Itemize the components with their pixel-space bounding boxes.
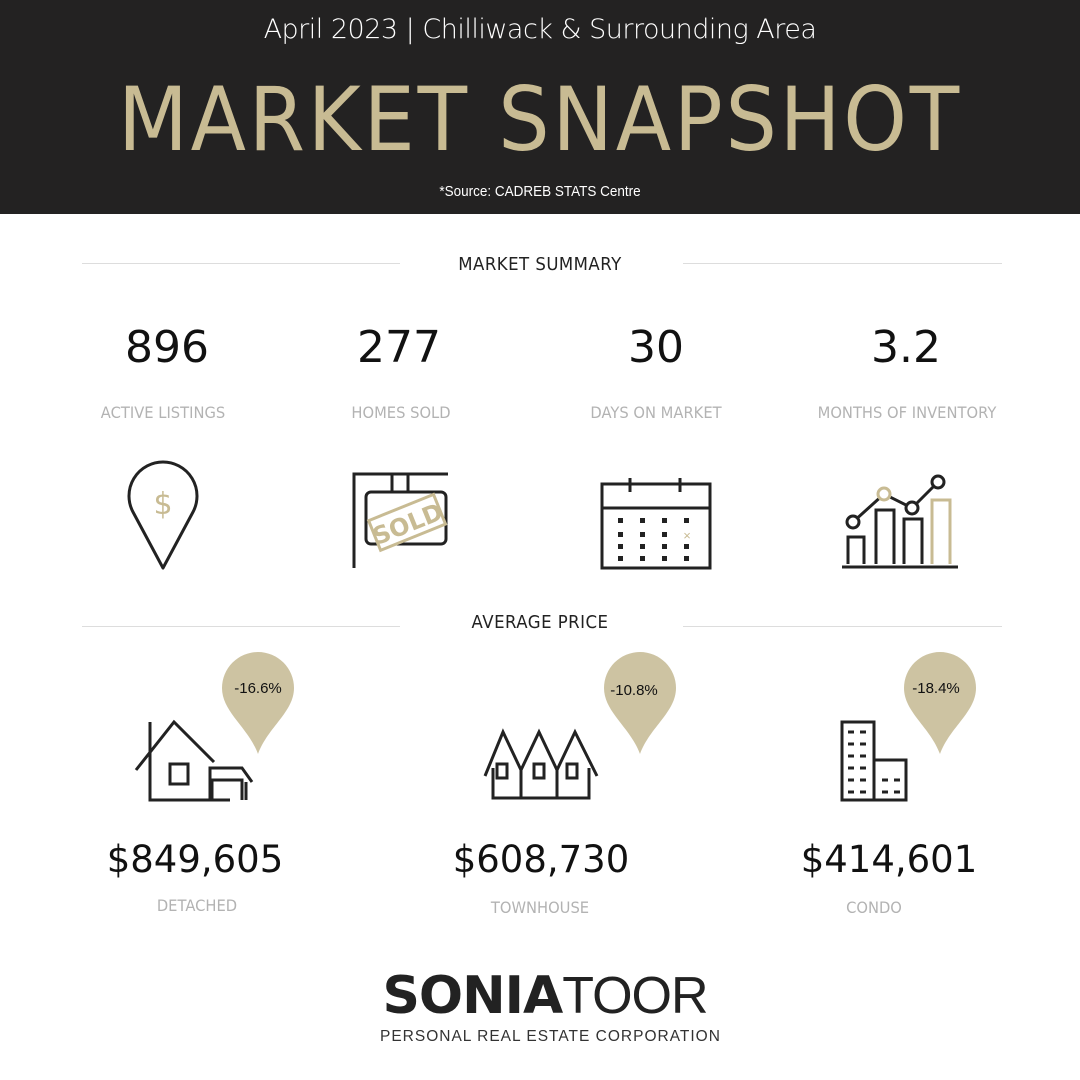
label-townhouse: TOWNHOUSE bbox=[490, 898, 590, 917]
bar-chart-icon bbox=[842, 474, 958, 569]
calendar-icon: × bbox=[600, 478, 712, 570]
price-change-detached: -16.6% bbox=[234, 680, 282, 697]
logo: SONIATOOR PERSONAL REAL ESTATE CORPORATI… bbox=[380, 966, 721, 1046]
divider bbox=[683, 626, 1002, 627]
stat-value-days-on-market: 30 bbox=[628, 322, 684, 373]
logo-tagline: PERSONAL REAL ESTATE CORPORATION bbox=[380, 1028, 721, 1045]
logo-name-bold: SONIA bbox=[382, 966, 563, 1026]
stat-label-days-on-market: DAYS ON MARKET bbox=[590, 403, 722, 422]
stat-value-active-listings: 896 bbox=[125, 322, 209, 373]
price-detached: $849,605 bbox=[106, 838, 284, 881]
house-icon bbox=[134, 719, 254, 802]
label-condo: CONDO bbox=[846, 898, 902, 917]
location-dollar-icon: $ bbox=[127, 460, 199, 570]
header-banner bbox=[0, 0, 1080, 214]
page-title: MARKET SNAPSHOT bbox=[118, 68, 962, 171]
price-change-pin-icon bbox=[904, 652, 976, 754]
svg-text:$: $ bbox=[153, 487, 172, 522]
divider bbox=[82, 263, 400, 264]
stat-label-homes-sold: HOMES SOLD bbox=[351, 403, 451, 422]
condo-building-icon bbox=[840, 720, 908, 802]
section-heading-average-price: AVERAGE PRICE bbox=[471, 612, 609, 633]
subtitle: April 2023 | Chilliwack & Surrounding Ar… bbox=[263, 14, 817, 45]
divider bbox=[82, 626, 400, 627]
price-change-condo: -18.4% bbox=[912, 680, 960, 697]
price-change-pin-icon bbox=[604, 652, 676, 754]
price-condo: $414,601 bbox=[800, 838, 978, 881]
section-heading-market-summary: MARKET SUMMARY bbox=[458, 254, 622, 275]
stat-label-months-inventory: MONTHS OF INVENTORY bbox=[817, 403, 997, 422]
logo-name-light: TOOR bbox=[562, 967, 708, 1025]
townhouse-icon bbox=[483, 728, 599, 800]
source-note: *Source: CADREB STATS Centre bbox=[439, 183, 641, 200]
stat-value-months-inventory: 3.2 bbox=[871, 322, 941, 373]
stat-label-active-listings: ACTIVE LISTINGS bbox=[100, 403, 226, 422]
label-detached: DETACHED bbox=[156, 896, 238, 915]
price-townhouse: $608,730 bbox=[452, 838, 630, 881]
stat-value-homes-sold: 277 bbox=[357, 322, 441, 373]
svg-text:×: × bbox=[683, 528, 691, 543]
divider bbox=[683, 263, 1002, 264]
price-change-pin-icon bbox=[222, 652, 294, 754]
price-change-townhouse: -10.8% bbox=[610, 682, 658, 699]
sold-sign-icon: SOLD bbox=[352, 472, 448, 568]
